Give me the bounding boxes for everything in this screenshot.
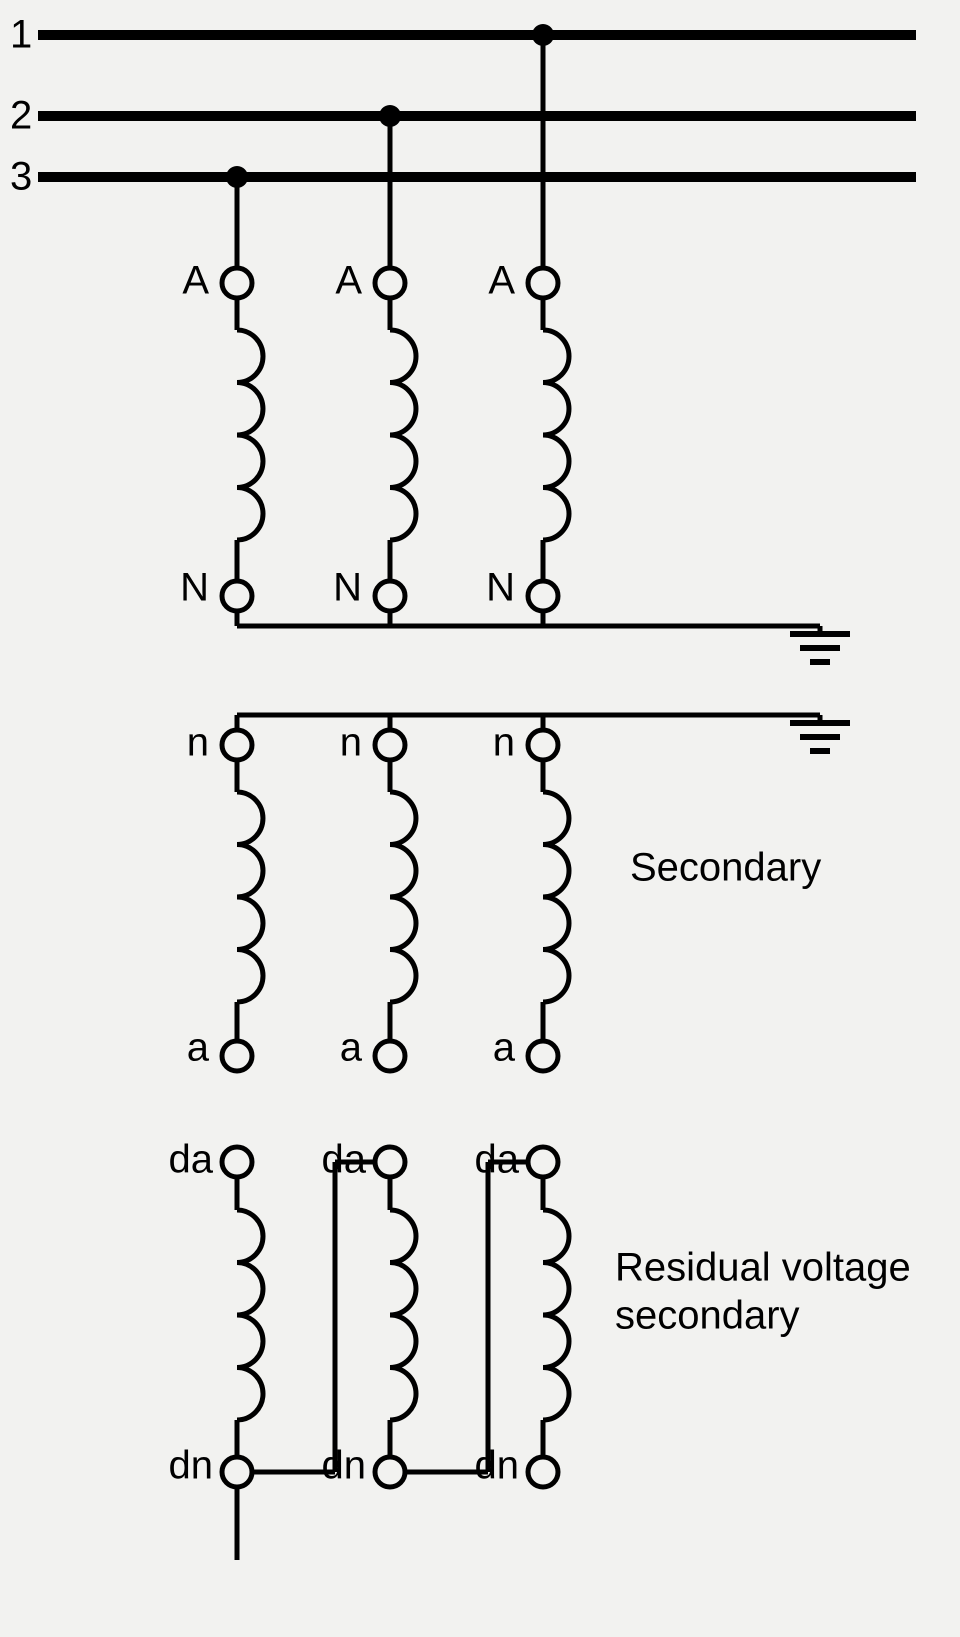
secondary-top-label: n xyxy=(493,721,515,765)
residual-bottom-label: dn xyxy=(169,1444,214,1488)
coil-winding xyxy=(390,330,416,540)
coil-winding xyxy=(237,1210,263,1420)
residual-terminal-da xyxy=(528,1147,558,1177)
coil-winding xyxy=(390,792,416,1002)
primary-bottom-label: N xyxy=(486,566,515,610)
residual-terminal-dn xyxy=(222,1457,252,1487)
coil-winding xyxy=(237,330,263,540)
residual-terminal-dn xyxy=(375,1457,405,1487)
secondary-bottom-label: a xyxy=(187,1026,210,1070)
secondary-terminal-top xyxy=(528,730,558,760)
primary-terminal-bottom xyxy=(222,581,252,611)
bus-label-2: 2 xyxy=(10,94,32,138)
primary-terminal-bottom xyxy=(528,581,558,611)
residual-bottom-label: dn xyxy=(322,1444,367,1488)
secondary-terminal-top xyxy=(375,730,405,760)
primary-terminal-bottom xyxy=(375,581,405,611)
secondary-bottom-label: a xyxy=(340,1026,363,1070)
residual-title: Residual voltage xyxy=(615,1246,911,1290)
coil-winding xyxy=(543,792,569,1002)
residual-terminal-da xyxy=(222,1147,252,1177)
residual-terminal-da xyxy=(375,1147,405,1177)
primary-top-label: A xyxy=(488,259,515,303)
bus-label-1: 1 xyxy=(10,13,32,57)
secondary-top-label: n xyxy=(187,721,209,765)
coil-winding xyxy=(237,792,263,1002)
residual-bottom-label: dn xyxy=(475,1444,520,1488)
bus-label-3: 3 xyxy=(10,155,32,199)
primary-terminal-top xyxy=(528,268,558,298)
residual-terminal-dn xyxy=(528,1457,558,1487)
primary-top-label: A xyxy=(182,259,209,303)
secondary-terminal-bottom xyxy=(222,1041,252,1071)
secondary-terminal-top xyxy=(222,730,252,760)
primary-bottom-label: N xyxy=(333,566,362,610)
secondary-terminal-bottom xyxy=(375,1041,405,1071)
secondary-title: Secondary xyxy=(630,846,821,890)
coil-winding xyxy=(543,330,569,540)
coil-winding xyxy=(543,1210,569,1420)
residual-top-label: da xyxy=(169,1138,214,1182)
primary-bottom-label: N xyxy=(180,566,209,610)
primary-terminal-top xyxy=(222,268,252,298)
coil-winding xyxy=(390,1210,416,1420)
primary-terminal-top xyxy=(375,268,405,298)
secondary-top-label: n xyxy=(340,721,362,765)
secondary-bottom-label: a xyxy=(493,1026,516,1070)
primary-top-label: A xyxy=(335,259,362,303)
residual-title2: secondary xyxy=(615,1294,800,1338)
secondary-terminal-bottom xyxy=(528,1041,558,1071)
